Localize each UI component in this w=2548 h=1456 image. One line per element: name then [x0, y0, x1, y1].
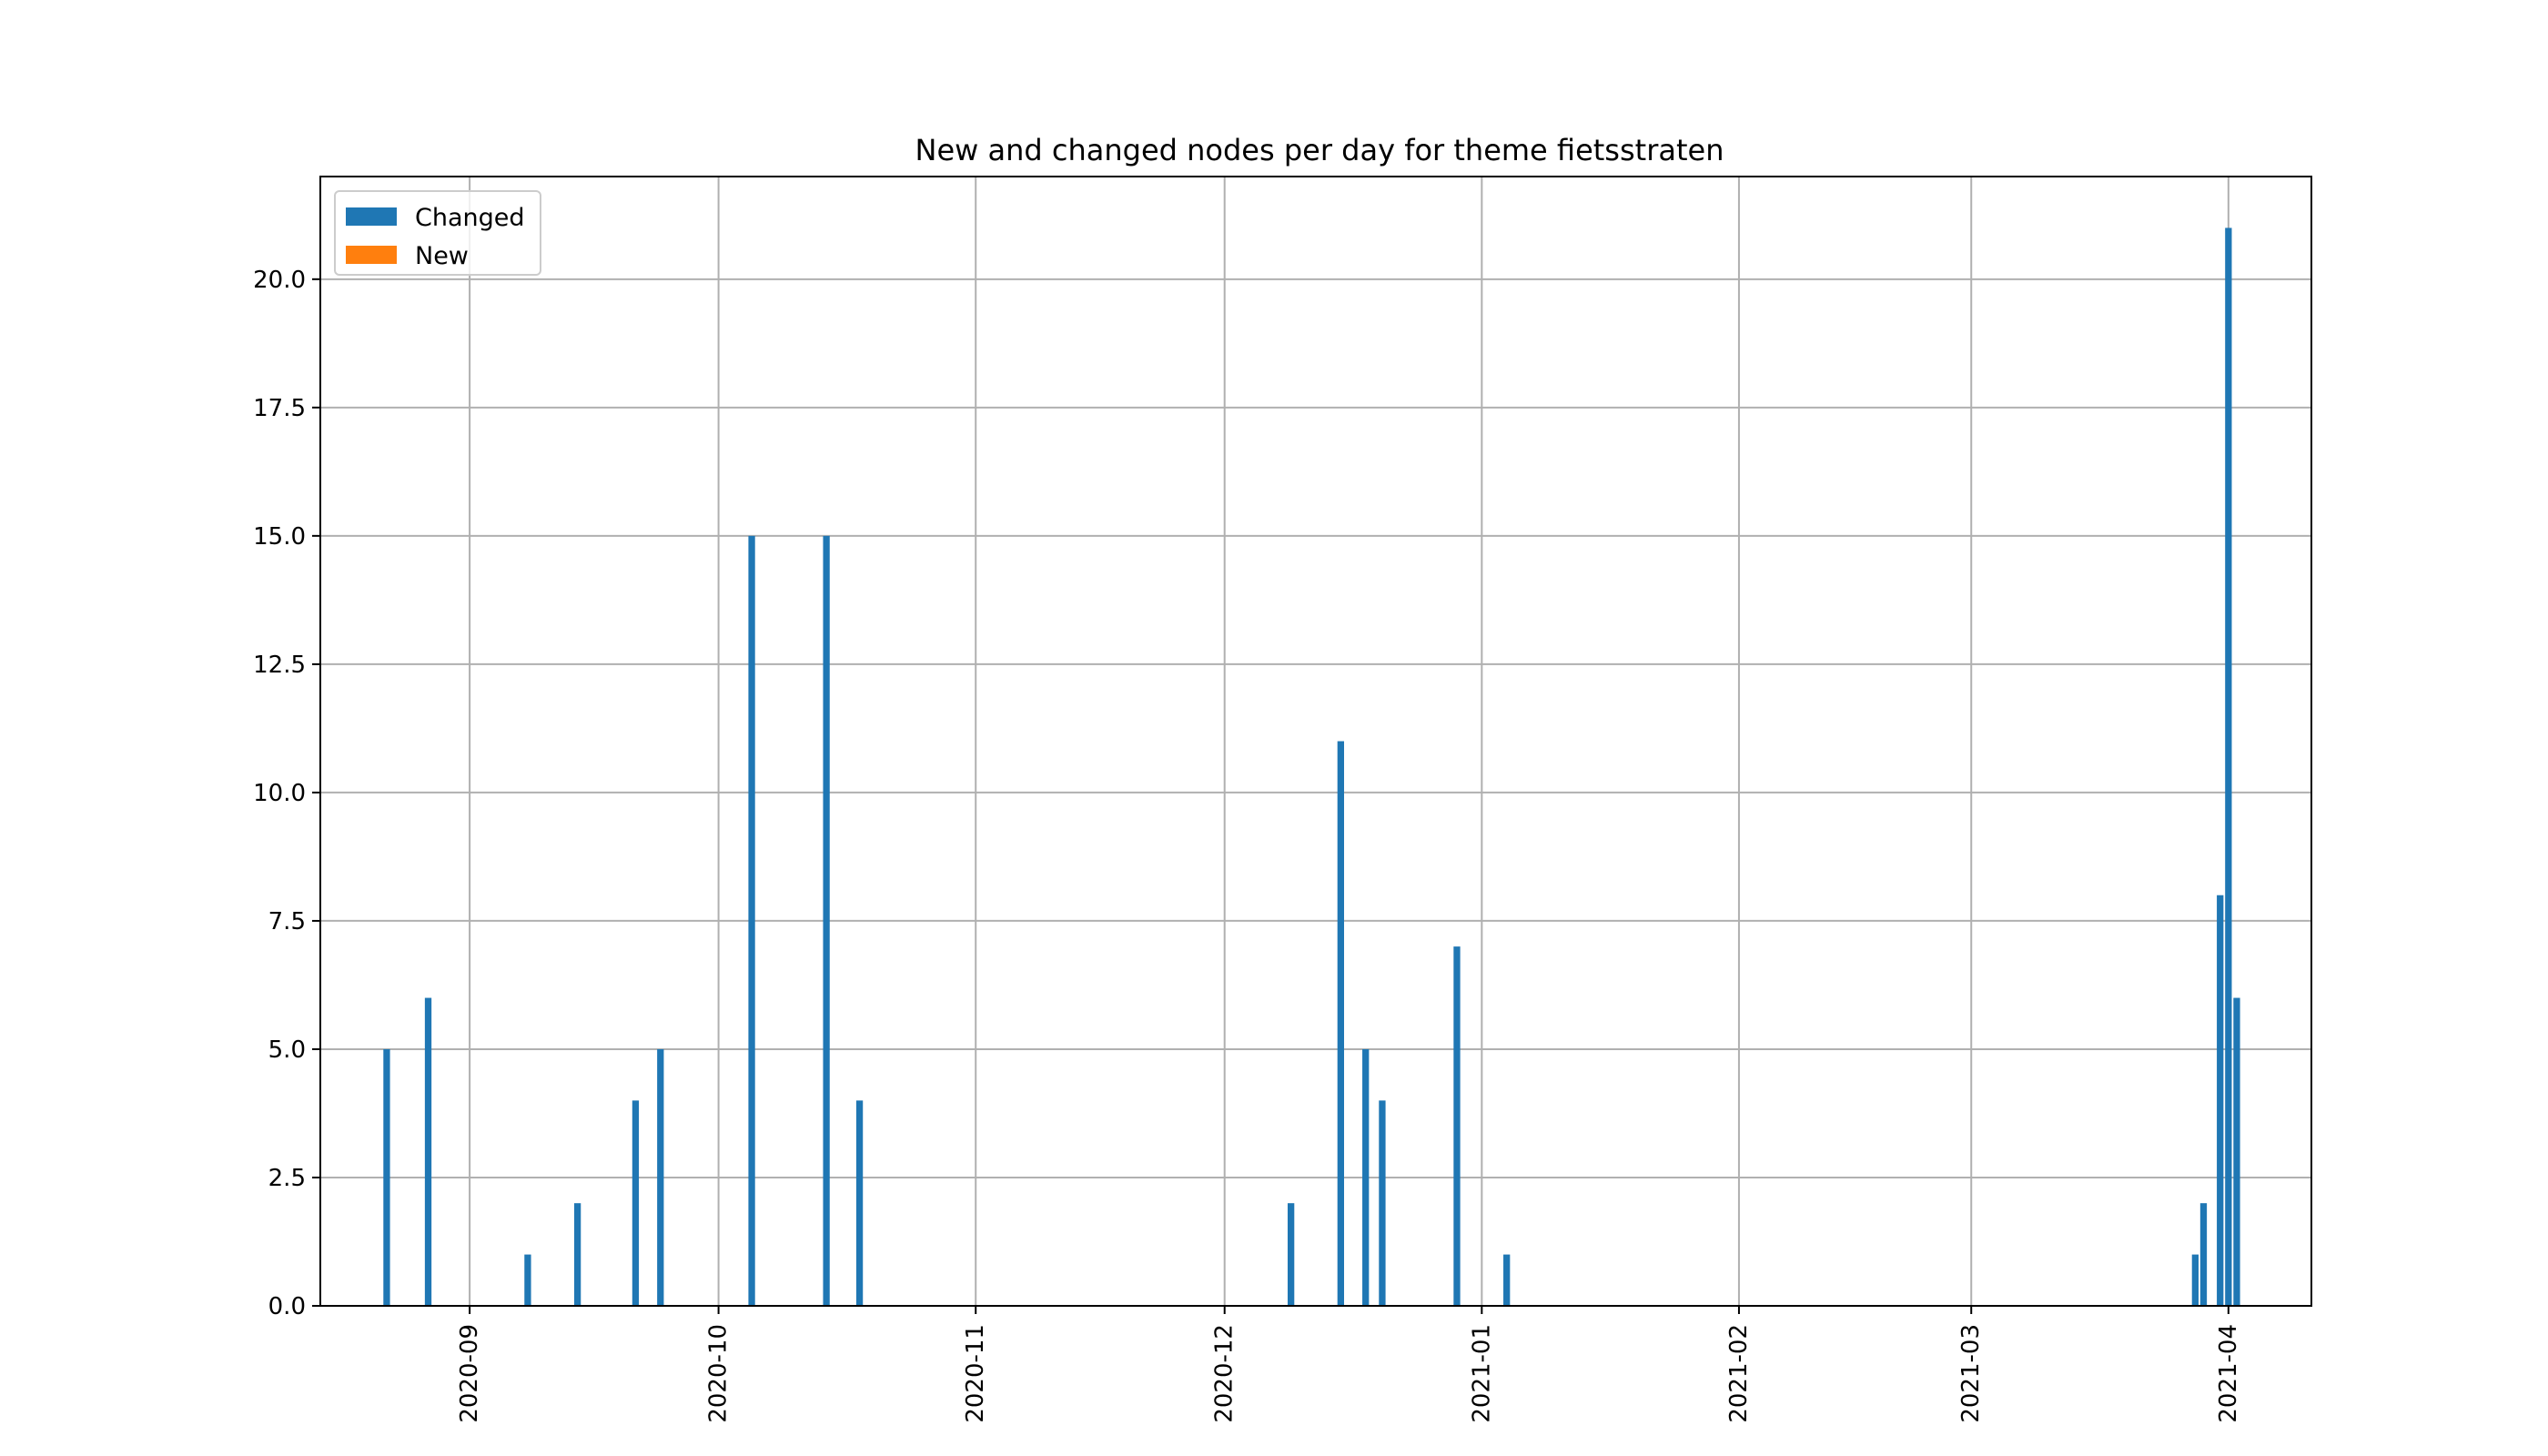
y-tick-label: 10.0: [253, 780, 306, 807]
x-tick-label: 2021-02: [1725, 1324, 1753, 1423]
bar: [2233, 997, 2240, 1306]
bar: [1379, 1100, 1386, 1306]
x-tick-label: 2020-12: [1211, 1324, 1239, 1423]
bar: [2225, 228, 2232, 1307]
bar: [2191, 1254, 2199, 1306]
y-tick-label: 20.0: [253, 267, 306, 294]
legend-swatch: [346, 207, 397, 226]
y-axis: 0.0 2.5 5.0 7.5 10.0 12.5 15.0 17.5 20.0: [253, 267, 320, 1320]
bar: [823, 535, 830, 1306]
legend: Changed New: [334, 190, 541, 276]
x-tick-label: 2021-04: [2215, 1324, 2242, 1423]
bar: [573, 1203, 581, 1306]
y-tick-label: 17.5: [253, 395, 306, 422]
y-tick-label: 5.0: [268, 1036, 306, 1064]
bar: [657, 1048, 664, 1306]
legend-swatch: [346, 246, 397, 264]
y-tick-label: 2.5: [268, 1165, 306, 1192]
bar: [1503, 1254, 1511, 1306]
bar: [748, 535, 755, 1306]
x-tick-label: 2021-03: [1957, 1324, 1985, 1423]
bar: [2199, 1203, 2208, 1306]
y-tick-label: 15.0: [253, 523, 306, 551]
bar: [855, 1100, 864, 1306]
x-tick-label: 2020-09: [456, 1324, 483, 1423]
bar: [1453, 946, 1461, 1306]
legend-label: Changed: [415, 204, 525, 232]
bar: [383, 1048, 390, 1306]
bar: [1362, 1048, 1370, 1306]
legend-label: New: [415, 242, 469, 270]
x-tick-label: 2020-10: [705, 1324, 733, 1423]
bar: [632, 1100, 640, 1306]
bars: [383, 228, 2240, 1307]
x-tick-label: 2021-01: [1468, 1324, 1495, 1423]
y-tick-label: 0.0: [268, 1293, 306, 1320]
x-tick-label: 2020-11: [962, 1324, 989, 1423]
chart-title: New and changed nodes per day for theme …: [915, 133, 1724, 167]
y-tick-label: 12.5: [253, 652, 306, 679]
bar: [2217, 895, 2224, 1306]
bar: [1288, 1203, 1295, 1306]
y-tick-label: 7.5: [268, 908, 306, 935]
plot-frame: [319, 176, 2312, 1307]
grid: [320, 177, 2311, 1307]
bar: [1337, 741, 1344, 1306]
bar: [424, 997, 432, 1306]
bar: [524, 1254, 531, 1306]
x-axis: 2020-09 2020-10 2020-11 2020-12 2021-01 2021-…: [456, 1306, 2242, 1423]
